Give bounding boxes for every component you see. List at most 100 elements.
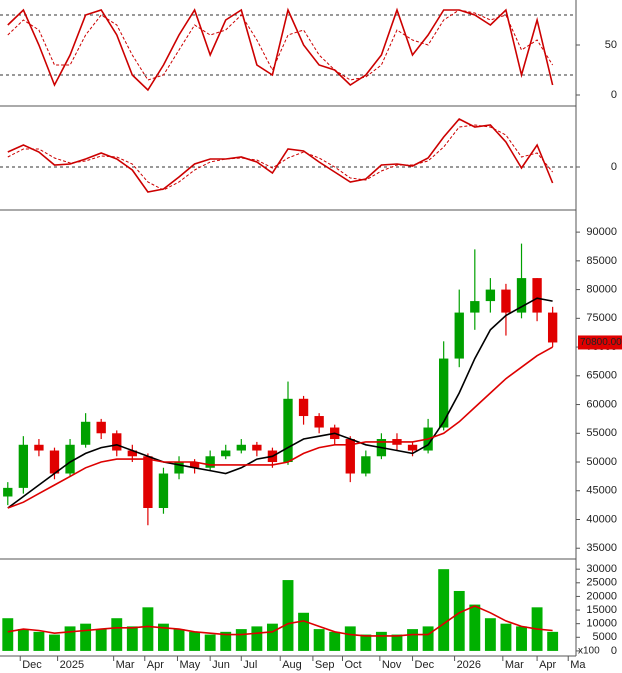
- volume-bar: [111, 618, 123, 651]
- candle-body: [189, 462, 200, 468]
- indicator-line: [7, 605, 553, 637]
- y-tick-label: 0: [611, 161, 617, 173]
- candle-body: [439, 358, 449, 428]
- volume-bar: [282, 580, 294, 651]
- y-tick-label: 45000: [586, 485, 617, 497]
- candle-body: [252, 444, 262, 451]
- volume-bar: [173, 629, 185, 651]
- candle-body: [516, 278, 527, 313]
- volume-bar: [235, 629, 247, 651]
- volume-bar: [158, 623, 169, 651]
- volume-bar: [298, 612, 310, 651]
- volume-bar: [204, 634, 216, 651]
- candle-body: [485, 289, 496, 302]
- x-tick-label: 2026: [457, 659, 481, 671]
- y-tick-label: 15000: [586, 604, 617, 616]
- volume-bar: [33, 631, 45, 651]
- y-tick-label: 75000: [586, 312, 617, 324]
- volume-bar: [126, 626, 138, 651]
- y-tick-label: 0: [611, 89, 617, 101]
- y-tick-label: 35000: [586, 542, 617, 554]
- volume-bar: [251, 626, 263, 651]
- x-tick-label: Dec: [415, 659, 435, 671]
- candle-body: [80, 421, 91, 445]
- volume-bar: [438, 569, 450, 651]
- x-tick-label: Mar: [116, 659, 135, 671]
- candle-body: [345, 439, 355, 474]
- candle-body: [3, 487, 13, 497]
- volume-bar: [500, 623, 512, 651]
- candle-body: [283, 398, 293, 463]
- x-tick-label: Oct: [344, 659, 361, 671]
- candle-body: [174, 462, 184, 474]
- y-tick-label: 40000: [586, 513, 617, 525]
- candle-body: [407, 444, 418, 451]
- y-tick-label: 50000: [586, 456, 617, 468]
- y-tick-label: 5000: [593, 631, 617, 643]
- x-tick-label: Apr: [539, 659, 556, 671]
- x-tick-label: Apr: [147, 659, 164, 671]
- candle-body: [501, 289, 511, 313]
- y-tick-label: 20000: [586, 590, 617, 602]
- candle-body: [298, 398, 309, 417]
- x-tick-label: May: [179, 659, 200, 671]
- y-tick-label: 80000: [586, 283, 617, 295]
- volume-bar: [375, 631, 387, 651]
- volume-bar: [360, 634, 372, 651]
- indicator-line: [7, 7, 554, 92]
- indicator-line: [7, 346, 553, 509]
- y-tick-label: 65000: [586, 370, 617, 382]
- x-tick-label: Ma: [570, 659, 586, 671]
- volume-bar: [344, 626, 356, 651]
- candle-body: [454, 312, 464, 359]
- x-tick-label: Sep: [315, 659, 335, 671]
- x-tick-label: Mar: [505, 659, 524, 671]
- volume-bar: [422, 626, 434, 651]
- x-tick-label: Nov: [382, 659, 402, 671]
- volume-bar: [220, 631, 232, 651]
- candle-body: [221, 450, 231, 457]
- candle-body: [361, 456, 371, 474]
- volume-bar: [95, 629, 107, 651]
- candle-body: [547, 312, 558, 343]
- volume-bar: [484, 618, 496, 651]
- indicator-line: [7, 124, 553, 191]
- candle-body: [112, 433, 122, 451]
- candle-body: [127, 450, 137, 457]
- volume-bar: [80, 623, 92, 651]
- x-tick-label: Jul: [243, 659, 257, 671]
- volume-bar: [17, 629, 29, 651]
- y-tick-label: 85000: [586, 255, 617, 267]
- volume-bar: [453, 590, 465, 651]
- volume-bar: [189, 631, 201, 651]
- indicator-line: [7, 297, 553, 509]
- volume-bar: [547, 631, 559, 651]
- candle-body: [236, 444, 246, 451]
- y-tick-label: 25000: [586, 577, 617, 589]
- candle-body: [96, 421, 106, 434]
- candle-body: [34, 444, 44, 451]
- y-tick-label: 50: [605, 39, 617, 51]
- y-tick-label: 0: [611, 645, 617, 657]
- last-price-label: 70800.00: [580, 337, 622, 348]
- candle-body: [65, 444, 75, 474]
- candle-body: [205, 456, 215, 468]
- last-price-box: [578, 335, 622, 350]
- candle-body: [49, 450, 60, 474]
- volume-bar: [313, 629, 325, 651]
- volume-bar: [516, 626, 527, 651]
- volume-bar: [469, 604, 481, 651]
- x-tick-label: 2025: [60, 659, 84, 671]
- candle-body: [143, 456, 153, 508]
- volume-bar: [266, 623, 278, 651]
- candle-body: [470, 301, 480, 313]
- y-tick-label: 10000: [586, 618, 617, 630]
- candle-body: [314, 416, 324, 428]
- candle-body: [532, 278, 542, 313]
- candle-body: [158, 473, 169, 508]
- x-tick-label: Jun: [212, 659, 230, 671]
- y-tick-label: 55000: [586, 427, 617, 439]
- unit-label: x100: [578, 646, 600, 657]
